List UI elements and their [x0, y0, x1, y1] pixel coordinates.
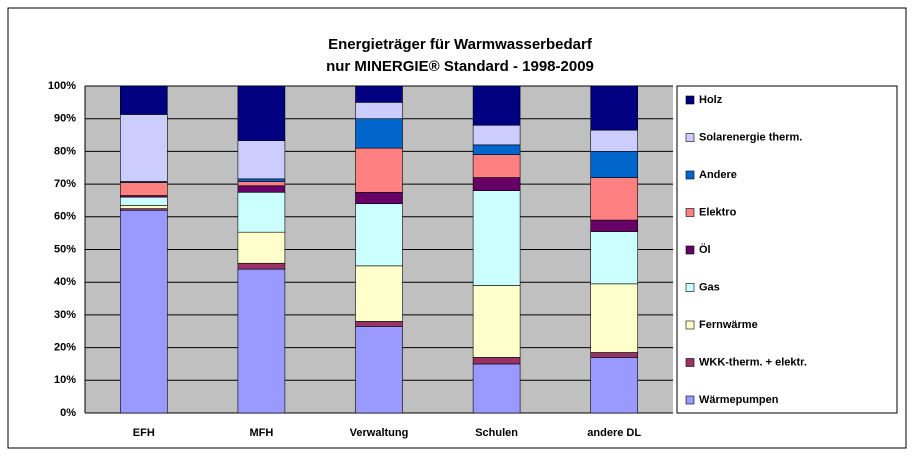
bar-segment	[472, 85, 521, 126]
y-tick-label: 20%	[54, 342, 76, 354]
bar-segment	[590, 219, 639, 232]
x-tick-label: EFH	[133, 427, 155, 439]
legend-swatch	[685, 133, 695, 142]
bar-segment	[237, 181, 286, 187]
bar-segment	[472, 177, 521, 191]
x-tick-label: Verwaltung	[350, 427, 409, 439]
bar-segment	[120, 182, 168, 196]
bar-segment	[355, 265, 403, 322]
bar-segment	[237, 191, 286, 233]
legend-swatch	[685, 320, 695, 330]
bar-segment	[472, 190, 521, 286]
bar-segment	[590, 352, 639, 358]
legend-swatch	[685, 283, 695, 292]
legend-label: Öl	[699, 243, 711, 256]
bar-segment	[120, 85, 168, 115]
legend-swatch	[685, 95, 695, 105]
y-tick-label: 50%	[54, 243, 76, 255]
bar-segment	[355, 326, 403, 414]
legend-swatch	[685, 395, 695, 405]
bar-segment	[590, 85, 639, 131]
legend-label: Elektro	[699, 206, 737, 218]
bar-segment	[237, 85, 286, 141]
bar-segment	[590, 151, 639, 178]
bar-segment	[472, 357, 521, 365]
bar-segment	[590, 357, 639, 414]
chart-title: Energieträger für Warmwasserbedarf	[328, 36, 593, 53]
bar-segment	[237, 262, 286, 270]
legend-label: Holz	[699, 94, 723, 106]
bar-segment	[355, 147, 403, 193]
legend-label: Solarenergie therm.	[699, 131, 802, 143]
legend-label: Wärmepumpen	[699, 394, 779, 406]
bar-segment	[355, 203, 403, 267]
legend-swatch	[685, 358, 695, 367]
y-tick-label: 70%	[54, 178, 76, 190]
bar-segment	[472, 144, 521, 155]
y-tick-label: 0%	[60, 407, 76, 419]
x-tick-label: MFH	[249, 427, 273, 439]
bar-segment	[472, 363, 521, 414]
bar-segment	[590, 283, 639, 353]
bar-segment	[355, 191, 403, 205]
bar-segment	[237, 178, 286, 182]
legend-swatch	[685, 208, 695, 217]
legend-label: Andere	[699, 169, 737, 181]
bar-segment	[472, 124, 521, 146]
bar-segment	[355, 85, 403, 103]
y-tick-label: 30%	[54, 309, 76, 321]
legend-label: Gas	[699, 281, 720, 293]
bar-segment	[237, 268, 286, 414]
bar-segment	[237, 185, 286, 193]
bar-segment	[237, 231, 286, 264]
bar-segment	[237, 140, 286, 180]
legend-swatch	[685, 170, 695, 180]
y-tick-label: 80%	[54, 145, 76, 157]
bar-segment	[355, 118, 403, 149]
bar-segment	[120, 205, 168, 209]
y-tick-label: 60%	[54, 211, 76, 223]
y-tick-label: 100%	[48, 80, 76, 92]
legend-label: WKK-therm. + elektr.	[699, 356, 807, 368]
bar-segment	[472, 154, 521, 178]
bar-segment	[120, 209, 168, 414]
bar-segment	[472, 285, 521, 358]
y-tick-label: 10%	[54, 374, 76, 386]
bar-segment	[355, 321, 403, 327]
x-tick-label: Schulen	[475, 427, 518, 439]
chart-subtitle: nur MINERGIE® Standard - 1998-2009	[326, 58, 594, 75]
bar-segment	[355, 102, 403, 119]
y-tick-label: 40%	[54, 276, 76, 288]
legend-label: Fernwärme	[699, 319, 758, 331]
bar-segment	[590, 177, 639, 221]
bar-segment	[120, 196, 168, 206]
bar-segment	[590, 129, 639, 152]
y-tick-label: 90%	[54, 113, 76, 125]
x-tick-label: andere DL	[587, 427, 641, 439]
legend-swatch	[685, 245, 695, 255]
bar-segment	[590, 231, 639, 285]
legend-box	[676, 85, 898, 414]
bar-segment	[120, 114, 168, 182]
